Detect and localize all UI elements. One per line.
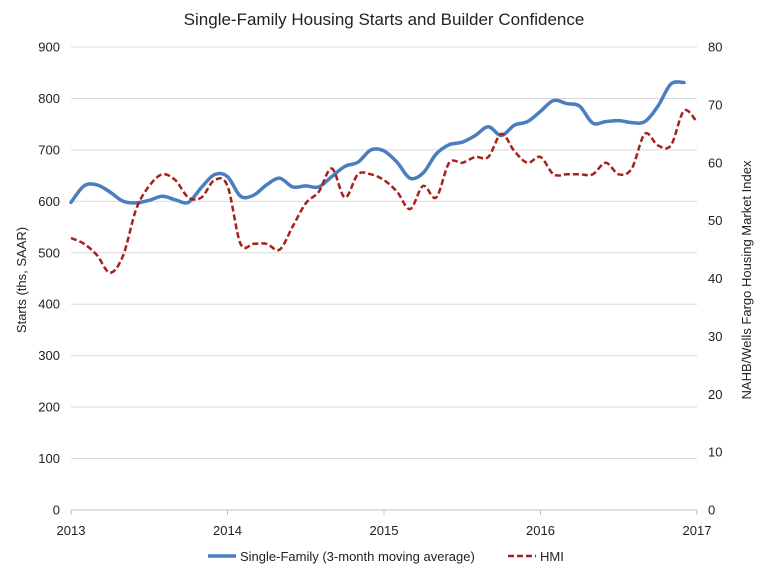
- y-right-tick-label: 70: [708, 97, 722, 112]
- y-axis-right-label: NAHB/Wells Fargo Housing Market Index: [739, 160, 754, 399]
- legend-label-hmi: HMI: [540, 549, 564, 564]
- y-right-tick-label: 50: [708, 213, 722, 228]
- y-left-tick-label: 600: [38, 194, 60, 209]
- chart-title: Single-Family Housing Starts and Builder…: [184, 10, 585, 29]
- y-left-tick-label: 400: [38, 297, 60, 312]
- y-left-tick-label: 300: [38, 348, 60, 363]
- x-tick-label: 2015: [370, 523, 399, 538]
- x-tick-label: 2016: [526, 523, 555, 538]
- series-line-single-family: [69, 80, 686, 205]
- legend: Single-Family (3-month moving average) H…: [208, 549, 564, 564]
- x-tick-label: 2014: [213, 523, 242, 538]
- series-line-hmi: [70, 108, 698, 274]
- y-axis-right: 0 10 20 30 40 50 60 70 80: [708, 40, 722, 518]
- y-left-tick-label: 500: [38, 245, 60, 260]
- y-right-tick-label: 20: [708, 387, 722, 402]
- y-left-tick-label: 900: [38, 40, 60, 55]
- y-right-tick-label: 30: [708, 329, 722, 344]
- gridlines: [71, 46, 697, 460]
- y-left-tick-label: 200: [38, 400, 60, 415]
- x-tick-label: 2013: [57, 523, 86, 538]
- y-left-tick-label: 0: [53, 503, 60, 518]
- y-axis-left: 0 100 200 300 400 500 600 700 800 900: [38, 40, 60, 518]
- x-tick-label: 2017: [683, 523, 712, 538]
- legend-label-single-family: Single-Family (3-month moving average): [240, 549, 475, 564]
- y-left-tick-label: 100: [38, 451, 60, 466]
- y-right-tick-label: 10: [708, 445, 722, 460]
- y-left-tick-label: 700: [38, 142, 60, 157]
- y-left-tick-label: 800: [38, 91, 60, 106]
- y-right-tick-label: 0: [708, 503, 715, 518]
- y-right-tick-label: 80: [708, 40, 722, 55]
- y-right-tick-label: 60: [708, 155, 722, 170]
- x-axis: 2013 2014 2015 2016 2017: [57, 509, 712, 538]
- y-axis-left-label: Starts (ths, SAAR): [14, 227, 29, 333]
- y-right-tick-label: 40: [708, 271, 722, 286]
- series-layer: [69, 80, 698, 274]
